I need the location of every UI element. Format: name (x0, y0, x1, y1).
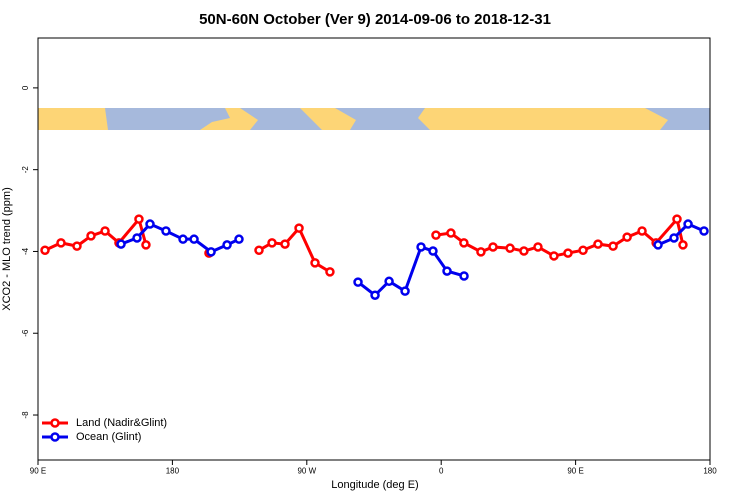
data-point (608, 241, 618, 251)
data-point (678, 240, 688, 250)
map-ocean (105, 108, 230, 130)
data-point (161, 226, 171, 236)
x-tick-label: 90 E (30, 467, 46, 476)
data-point (488, 242, 498, 252)
map-band (38, 108, 710, 130)
data-point (459, 238, 469, 248)
data-point (442, 266, 452, 276)
data-point (234, 234, 244, 244)
data-point (563, 248, 573, 258)
map-ocean (335, 108, 430, 130)
series-line (435, 215, 685, 258)
data-point (519, 246, 529, 256)
legend: Land (Nadir&Glint) Ocean (Glint) (42, 417, 167, 443)
data-point (637, 226, 647, 236)
map-ocean (240, 108, 322, 130)
data-point (505, 243, 515, 253)
data-point (72, 241, 82, 251)
data-point (206, 247, 216, 257)
data-point (476, 247, 486, 257)
data-point (280, 239, 290, 249)
series-line (258, 225, 331, 274)
y-tick-label: 0 (21, 85, 30, 90)
data-point (56, 238, 66, 248)
data-point (178, 234, 188, 244)
data-point (653, 240, 663, 250)
data-point (699, 226, 709, 236)
data-point (400, 286, 410, 296)
x-tick-label: 180 (703, 467, 717, 476)
map-ocean (645, 108, 710, 130)
data-point (134, 214, 144, 224)
legend-marker (50, 418, 60, 428)
data-point (100, 226, 110, 236)
x-tick-label: 90 E (567, 467, 583, 476)
data-point (310, 258, 320, 268)
data-point (593, 239, 603, 249)
chart-title: 50N-60N October (Ver 9) 2014-09-06 to 20… (199, 11, 551, 28)
x-axis-label: Longitude (deg E) (331, 479, 418, 491)
data-point (622, 232, 632, 242)
data-point (533, 242, 543, 252)
data-point (683, 219, 693, 229)
data-point (416, 242, 426, 252)
plot-frame (37, 37, 711, 461)
data-point (294, 223, 304, 233)
data-point (267, 238, 277, 248)
data-point (353, 277, 363, 287)
data-point (145, 219, 155, 229)
data-point (384, 276, 394, 287)
data-point (40, 245, 50, 255)
data-point (86, 231, 96, 241)
data-point (254, 245, 264, 255)
data-point (459, 271, 469, 281)
legend-label: Ocean (Glint) (76, 431, 141, 443)
data-point (222, 240, 232, 250)
data-point (325, 267, 335, 277)
x-tick-label: 180 (166, 467, 180, 476)
data-point (189, 234, 199, 244)
data-point (141, 240, 151, 250)
x-tick-label: 0 (439, 467, 444, 476)
y-tick-label: -6 (21, 329, 30, 337)
y-tick-label: -2 (21, 166, 30, 174)
data-point (370, 290, 380, 300)
y-axis-label: XCO2 - MLO trend (ppm) (1, 187, 13, 310)
data-point (431, 230, 441, 240)
data-point (549, 251, 559, 261)
series-line (657, 222, 705, 247)
y-tick-label: -4 (21, 247, 30, 255)
data-point (428, 246, 438, 256)
data-point (116, 239, 126, 249)
legend-marker (50, 432, 60, 442)
x-tick-label: 90 W (297, 467, 316, 476)
legend-label: Land (Nadir&Glint) (76, 417, 167, 429)
data-point (446, 228, 456, 238)
data-point (132, 233, 142, 243)
data-point (578, 245, 588, 255)
data-point (672, 214, 682, 224)
y-tick-label: -8 (21, 411, 30, 419)
data-point (669, 233, 679, 243)
